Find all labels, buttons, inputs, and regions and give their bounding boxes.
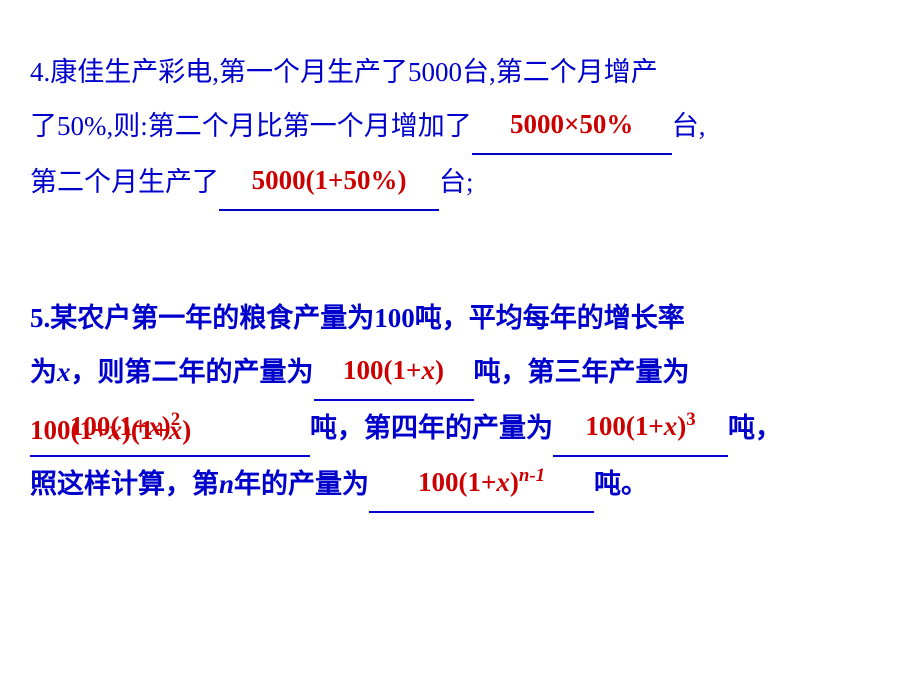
p5-fill-1a: 100(1+: [343, 355, 421, 385]
p4-text-5: 台;: [439, 167, 474, 197]
p5-fill-3a: 100(1+: [585, 411, 663, 441]
p5-num-1: 100: [374, 303, 415, 333]
p5-fill-4s: n-1: [519, 465, 545, 486]
p5-ov-a: 100(1+: [30, 415, 108, 445]
p5-fill-4b: ): [510, 467, 519, 497]
p5-text-2a: 为: [30, 357, 57, 387]
p5-ov-x1: x: [108, 415, 122, 445]
p4-blank-1: 5000×50%: [472, 99, 672, 155]
p5-ov-a3: ): [182, 415, 191, 445]
p4-text-3: 台,: [672, 111, 706, 141]
p5-text-2b: ，则第二年的产量为: [71, 357, 314, 387]
p5-fill-1x: x: [421, 355, 435, 385]
p5-fill-4a: 100(1+: [418, 467, 496, 497]
p5-blank-1: 100(1+x): [314, 345, 474, 401]
p5-fill-1b: ): [435, 355, 444, 385]
p4-text-4: 第二个月生产了: [30, 167, 219, 197]
p5-fill-3s: 3: [686, 409, 695, 430]
p4-text-1: 4.康佳生产彩电,第一个月生产了5000台,第二个月增产: [30, 57, 658, 87]
p5-text-4c: 吨。: [594, 469, 648, 499]
p5-ov-a2: )(1+: [122, 415, 169, 445]
p5-text-3b: 吨，第四年的产量为: [310, 413, 553, 443]
problem-5: 5.某农户第一年的粮食产量为100吨，平均每年的增长率 为x，则第二年的产量为1…: [30, 291, 890, 513]
p5-text-4b: 年的产量为: [234, 469, 369, 499]
p5-blank-3: 100(1+x)3: [553, 401, 728, 457]
p4-blank-2: 5000(1+50%): [219, 155, 439, 211]
p5-text-1: 5.某农户第一年的粮食产量为: [30, 303, 374, 333]
p4-text-2: 了50%,则:第二个月比第一个月增加了: [30, 111, 472, 141]
p5-fill-3b: ): [677, 411, 686, 441]
slide-content: 4.康佳生产彩电,第一个月生产了5000台,第二个月增产 了50%,则:第二个月…: [0, 0, 920, 623]
p4-fill-1: 5000×50%: [510, 109, 633, 139]
p4-fill-2: 5000(1+50%): [252, 165, 407, 195]
p5-var-n: n: [219, 469, 234, 499]
p5-text-1b: 吨，平均每年的增长率: [415, 303, 685, 333]
p5-text-4a: 照这样计算，第: [30, 469, 219, 499]
p5-var-x1: x: [57, 357, 71, 387]
p5-fill-4x: x: [496, 467, 510, 497]
problem-4: 4.康佳生产彩电,第一个月生产了5000台,第二个月增产 了50%,则:第二个月…: [30, 45, 890, 211]
p5-fill-3x: x: [664, 411, 678, 441]
p5-ov-x2: x: [169, 415, 183, 445]
p5-text-2c: 吨，第三年产量为: [474, 357, 690, 387]
p5-text-3c: 吨，: [728, 413, 782, 443]
p5-blank-4: 100(1+x)n-1: [369, 457, 594, 513]
p5-overlap-answer: 100(1+x)(1+x): [30, 403, 191, 457]
